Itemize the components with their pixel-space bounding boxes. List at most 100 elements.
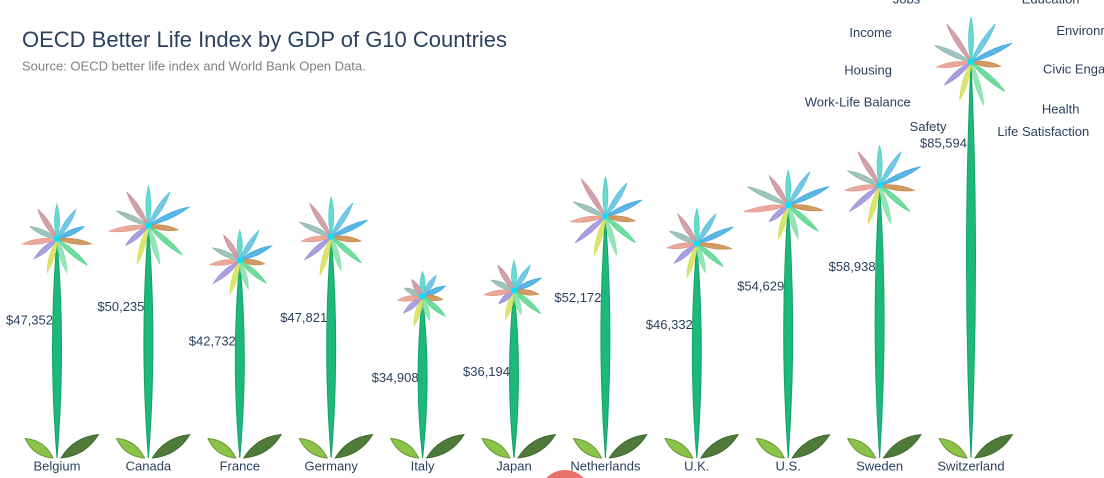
petal <box>970 61 1006 92</box>
petal <box>56 237 68 274</box>
petal <box>126 191 149 226</box>
petal <box>512 289 542 315</box>
petal <box>605 199 643 218</box>
petal <box>673 242 698 265</box>
leaf <box>242 434 283 459</box>
x-tick-label: Canada <box>126 458 172 473</box>
petal <box>54 202 60 241</box>
petal <box>743 204 789 213</box>
value-label: $85,594 <box>920 135 967 150</box>
petal <box>298 221 333 238</box>
petal <box>505 289 515 321</box>
petal <box>238 258 266 266</box>
petal <box>605 216 636 244</box>
petal <box>786 204 825 212</box>
leaf <box>938 437 968 459</box>
leaf <box>481 437 511 459</box>
leaf <box>60 434 100 459</box>
petal <box>569 215 607 223</box>
petal <box>785 168 792 207</box>
x-tick-label: Belgium <box>34 458 81 473</box>
petal <box>303 235 333 261</box>
petal <box>330 219 368 238</box>
stem <box>691 243 702 459</box>
leaf <box>974 434 1014 459</box>
stem <box>417 296 428 459</box>
dimension-label: Safety <box>910 119 947 134</box>
petal <box>572 201 607 218</box>
petal <box>695 242 725 268</box>
leaf <box>24 437 54 459</box>
petal <box>115 210 150 227</box>
petal <box>238 245 273 261</box>
petal <box>878 184 916 192</box>
petal <box>959 61 972 101</box>
leaf <box>298 437 329 459</box>
petal <box>768 174 789 207</box>
petal <box>236 229 243 262</box>
petal <box>696 242 706 274</box>
petal <box>212 259 241 285</box>
flower-center <box>693 240 700 247</box>
dimension-label: Health <box>1042 102 1080 117</box>
petal <box>330 236 362 264</box>
petal <box>309 202 332 238</box>
petal <box>300 235 333 243</box>
petal <box>970 23 996 63</box>
petal <box>876 145 883 186</box>
petal <box>879 185 892 224</box>
flower-center <box>328 233 335 240</box>
flower-center <box>236 257 243 264</box>
petal <box>411 278 424 298</box>
x-tick-label: France <box>220 458 260 473</box>
petal <box>108 224 149 233</box>
leaf <box>207 437 237 459</box>
petal <box>148 191 171 226</box>
petal <box>208 259 242 266</box>
petal <box>867 185 880 224</box>
x-tick-label: Japan <box>496 458 531 473</box>
value-label: $46,332 <box>646 317 693 332</box>
x-tick-label: Netherlands <box>570 458 641 473</box>
petal <box>413 295 424 327</box>
petal <box>483 289 516 297</box>
petal <box>677 212 698 245</box>
petal <box>511 259 517 292</box>
petal <box>857 151 880 186</box>
stem <box>326 236 337 459</box>
petal <box>787 186 830 206</box>
petal <box>56 238 88 266</box>
petal <box>602 176 609 217</box>
petal <box>56 208 77 241</box>
flower-center <box>785 202 792 209</box>
petal <box>969 60 1002 68</box>
petal <box>330 235 342 272</box>
stem <box>52 238 62 459</box>
petal <box>211 247 241 261</box>
petal <box>879 184 911 212</box>
x-tick-label: U.S. <box>776 458 801 473</box>
flower-center <box>419 293 426 300</box>
x-tick-label: Italy <box>411 458 435 473</box>
stem <box>143 225 154 459</box>
dimension-label: Education <box>1022 0 1080 6</box>
petal <box>148 225 183 256</box>
flower-center <box>876 182 883 189</box>
flower-center <box>145 222 152 229</box>
petal <box>28 225 59 240</box>
petal <box>696 212 717 245</box>
petal <box>329 235 363 243</box>
petal <box>943 61 973 86</box>
petal <box>319 236 332 276</box>
petal <box>55 225 86 240</box>
petal <box>768 204 790 223</box>
x-tick-label: Switzerland <box>937 458 1004 473</box>
leaf <box>882 434 922 459</box>
leaf <box>846 437 877 459</box>
petal <box>147 224 180 232</box>
petal <box>46 237 58 274</box>
petal <box>970 61 985 106</box>
petal <box>693 207 700 246</box>
value-label: $36,194 <box>463 364 510 379</box>
